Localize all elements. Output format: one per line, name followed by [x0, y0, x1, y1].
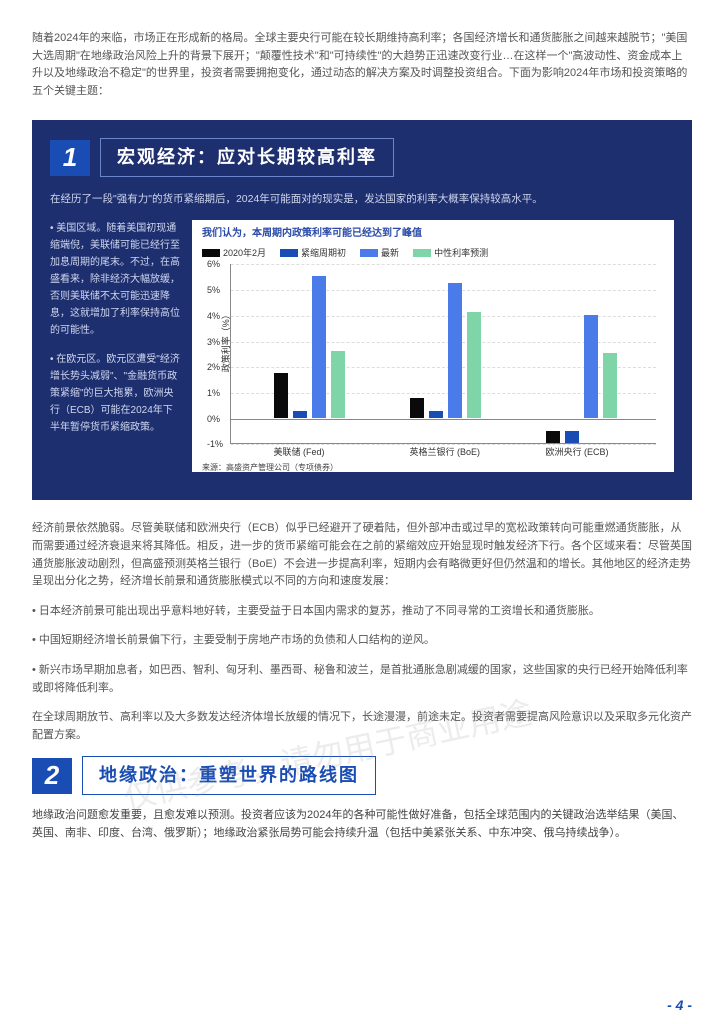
bar: [448, 283, 462, 418]
section-1-left-text: • 美国区域。随着美国初现通缩端倪，美联储可能已经行至加息周期的尾末。不过，在高…: [50, 220, 180, 472]
x-label: 欧洲央行 (ECB): [546, 445, 609, 459]
left-para-2: • 在欧元区。欧元区遭受"经济增长势头减弱"、"金融货币政策紧缩"的巨大拖累，欧…: [50, 351, 180, 436]
bar: [293, 411, 307, 417]
section-2: 2 地缘政治：重塑世界的路线图 地缘政治问题愈发重要，且愈发难以预测。投资者应该…: [0, 756, 724, 842]
chart-source: 来源：高盛资产管理公司（专项债券）: [202, 462, 664, 475]
bar: [429, 411, 443, 417]
y-tick: 5%: [207, 283, 220, 297]
section-1-number: 1: [50, 140, 90, 176]
section-2-title-box: 地缘政治：重塑世界的路线图: [82, 756, 376, 795]
y-tick: 2%: [207, 360, 220, 374]
section-1-title-box: 宏观经济：应对长期较高利率: [100, 138, 394, 177]
section-1: 1 宏观经济：应对长期较高利率 在经历了一段"强有力"的货币紧缩期后，2024年…: [32, 120, 692, 500]
section-1-header: 1 宏观经济：应对长期较高利率: [50, 138, 674, 177]
bar-group: [410, 283, 481, 444]
y-tick: 3%: [207, 334, 220, 348]
chart-title: 我们认为，本周期内政策利率可能已经达到了峰值: [202, 226, 664, 242]
y-tick: 1%: [207, 386, 220, 400]
body-text: 经济前景依然脆弱。尽管美联储和欧洲央行（ECB）似乎已经避开了硬着陆，但外部冲击…: [0, 520, 724, 744]
bar: [546, 431, 560, 444]
section-2-body: 地缘政治问题愈发重要，且愈发难以预测。投资者应该为2024年的各种可能性做好准备…: [32, 807, 692, 842]
bar: [274, 373, 288, 418]
y-tick: 6%: [207, 257, 220, 271]
section-2-title: 地缘政治：重塑世界的路线图: [99, 761, 359, 790]
section-2-number: 2: [32, 758, 72, 794]
x-label: 美联储 (Fed): [274, 445, 325, 459]
legend-item: 最新: [360, 246, 399, 260]
intro-paragraph: 随着2024年的来临，市场正在形成新的格局。全球主要央行可能在较长期维持高利率；…: [32, 30, 692, 100]
page-number: - 4 -: [667, 994, 692, 1016]
bar: [410, 398, 424, 417]
left-para-1: • 美国区域。随着美国初现通缩端倪，美联储可能已经行至加息周期的尾末。不过，在高…: [50, 220, 180, 339]
bar-group: [274, 276, 345, 443]
chart-legend: 2020年2月紧缩周期初最新中性利率预测: [202, 246, 664, 260]
body-bullet-2: • 中国短期经济增长前景偏下行，主要受制于房地产市场的负债和人口结构的逆风。: [32, 632, 692, 650]
body-p2: 在全球周期放节、高利率以及大多数发达经济体增长放缓的情况下，长途漫漫，前途未定。…: [32, 709, 692, 744]
section-2-header: 2 地缘政治：重塑世界的路线图: [32, 756, 692, 795]
section-1-subtitle: 在经历了一段"强有力"的货币紧缩期后，2024年可能面对的现实是，发达国家的利率…: [50, 191, 674, 208]
y-tick: 4%: [207, 309, 220, 323]
x-label: 英格兰银行 (BoE): [410, 445, 481, 459]
bar: [467, 312, 481, 417]
legend-item: 紧缩周期初: [280, 246, 346, 260]
body-p1: 经济前景依然脆弱。尽管美联储和欧洲央行（ECB）似乎已经避开了硬着陆，但外部冲击…: [32, 520, 692, 590]
bar: [331, 351, 345, 418]
y-tick: 0%: [207, 411, 220, 425]
bar: [312, 276, 326, 417]
legend-item: 中性利率预测: [413, 246, 488, 260]
section-1-title: 宏观经济：应对长期较高利率: [117, 143, 377, 172]
body-bullet-3: • 新兴市场早期加息者，如巴西、智利、匈牙利、墨西哥、秘鲁和波兰，是首批通胀急剧…: [32, 662, 692, 697]
bar: [584, 315, 598, 418]
body-bullet-1: • 日本经济前景可能出现出乎意料地好转，主要受益于日本国内需求的复苏，推动了不同…: [32, 603, 692, 621]
chart-plot-area: 政策利率（%） -1%0%1%2%3%4%5%6%美联储 (Fed)英格兰银行 …: [230, 264, 656, 444]
bar-group: [546, 315, 617, 444]
policy-rate-chart: 我们认为，本周期内政策利率可能已经达到了峰值 2020年2月紧缩周期初最新中性利…: [192, 220, 674, 472]
y-tick: -1%: [207, 437, 223, 451]
bar: [565, 431, 579, 444]
bar: [603, 353, 617, 417]
